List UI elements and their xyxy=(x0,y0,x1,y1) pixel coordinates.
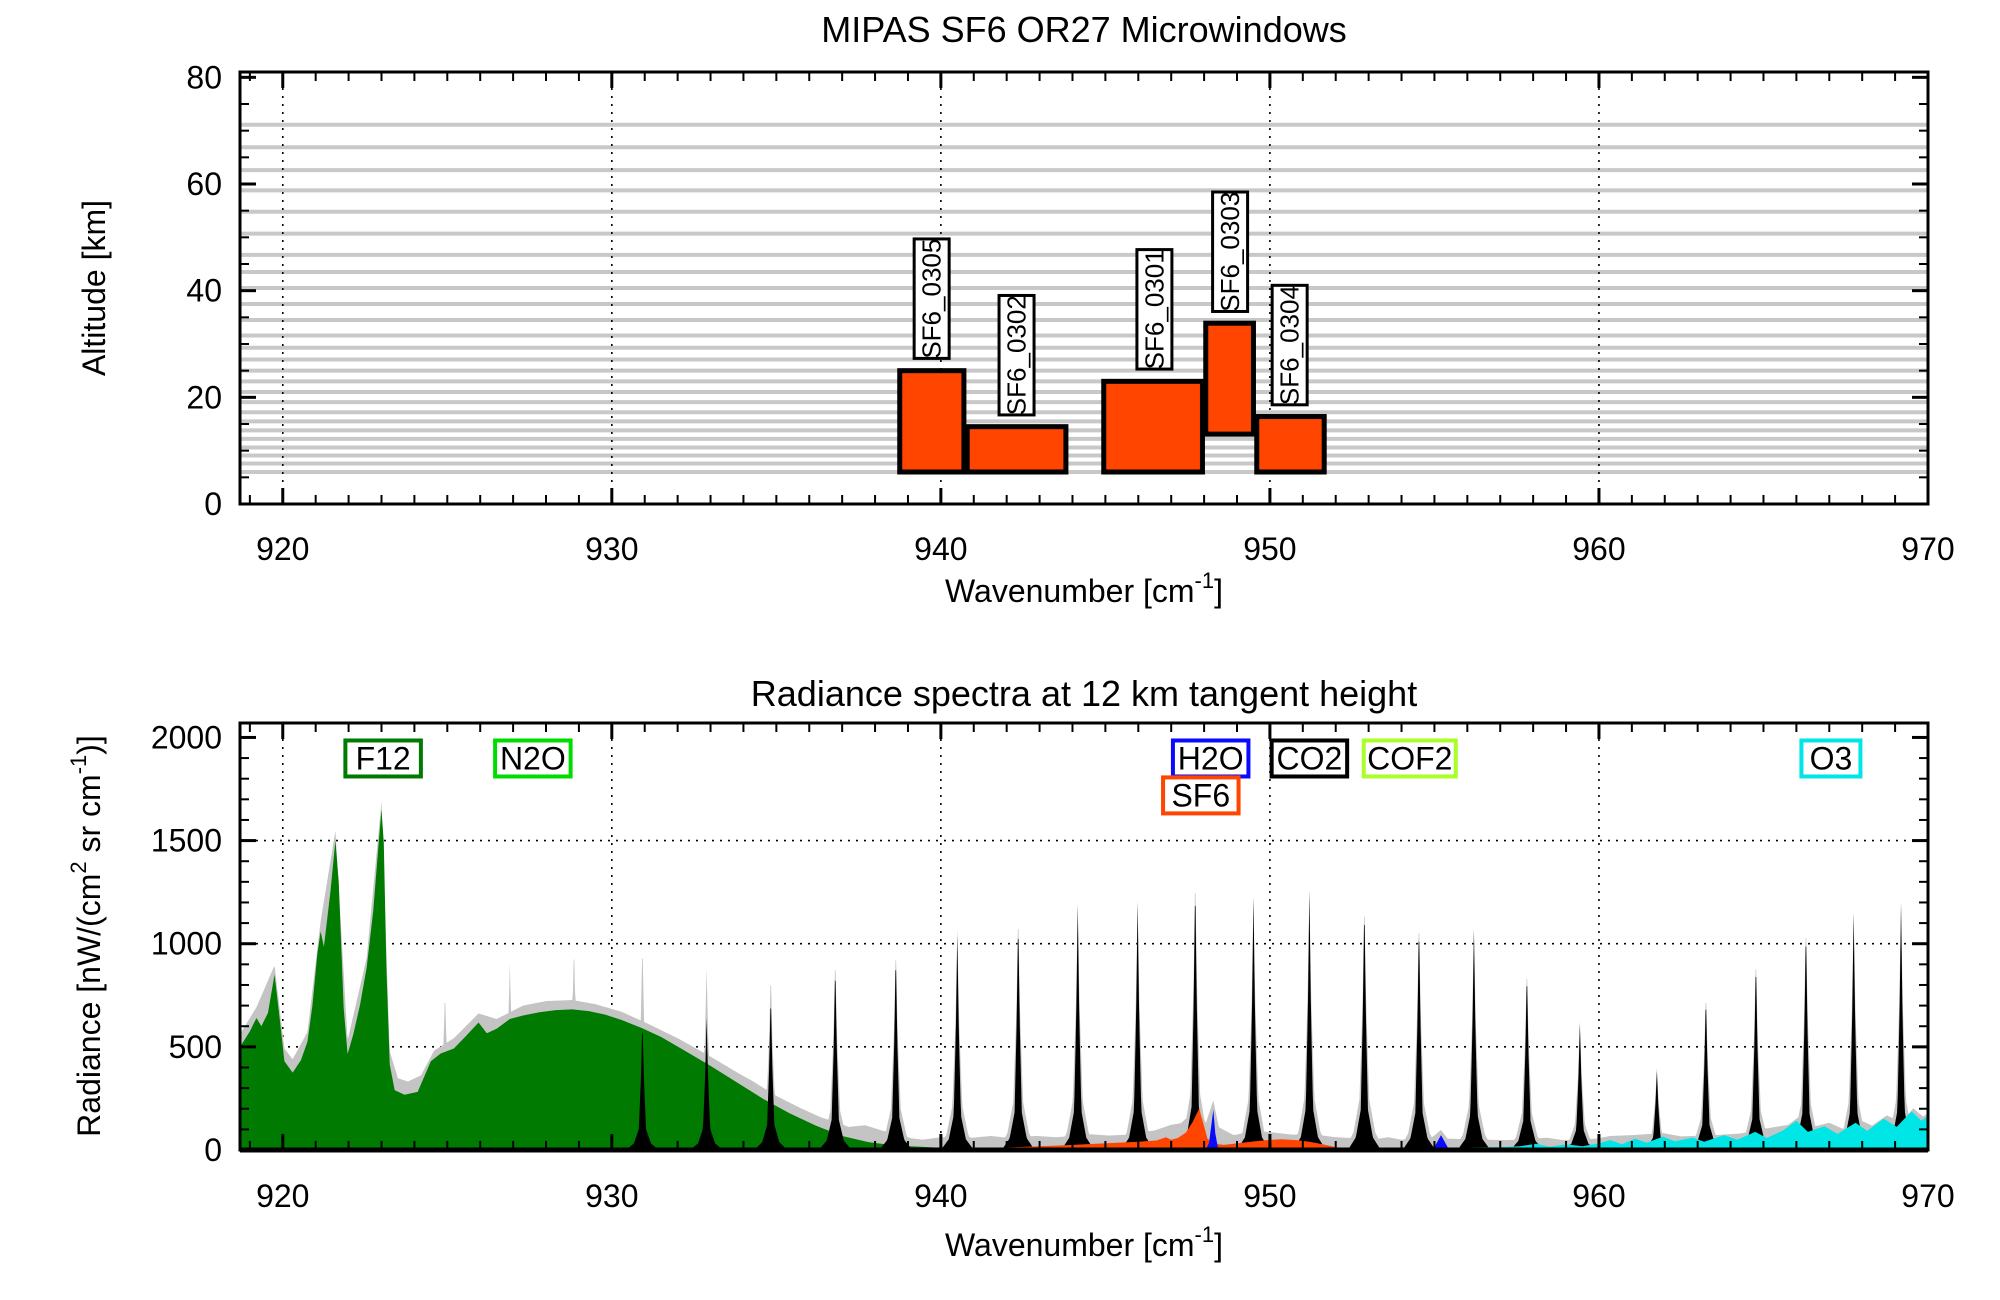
x-tick-label-970: 970 xyxy=(1901,1178,1954,1214)
legend-box-O3 xyxy=(1799,738,1863,779)
microwindow-label-SF6_0304: SF6_0304 xyxy=(1275,285,1305,405)
legend-label-SF6: SF6 xyxy=(1171,777,1230,813)
y-tick-label-40: 40 xyxy=(186,273,222,309)
microwindow-box-SF6_0304 xyxy=(1254,414,1327,475)
microwindow-label-box-SF6_0301 xyxy=(1135,248,1174,371)
top-plot-ylabel: Altitude [km] xyxy=(76,200,112,376)
y-tick-label-500: 500 xyxy=(169,1029,222,1065)
microwindow-label-SF6_0305: SF6_0305 xyxy=(917,239,947,359)
legend-box-CO2 xyxy=(1269,738,1350,779)
y-tick-label-2000: 2000 xyxy=(151,719,222,755)
microwindow-box-SF6_0301 xyxy=(1101,378,1205,475)
y-tick-label-0: 0 xyxy=(204,1132,222,1168)
microwindow-box-SF6_0305 xyxy=(897,368,967,475)
y-tick-label-0: 0 xyxy=(204,486,222,522)
microwindow-label-box-SF6_0303 xyxy=(1211,190,1250,313)
x-tick-label-950: 950 xyxy=(1243,1178,1296,1214)
top-plot: SF6_0305 SF6_0302 SF6_0301 SF6_0303 SF6_0304… xyxy=(186,59,1954,609)
legend-label-N2O: N2O xyxy=(500,740,566,776)
legend-label-H2O: H2O xyxy=(1178,740,1244,776)
x-tick-label-930: 930 xyxy=(585,531,638,567)
x-tick-label-970: 970 xyxy=(1901,531,1954,567)
microwindow-label-SF6_0302: SF6_0302 xyxy=(1002,295,1032,415)
microwindow-box-SF6_0303 xyxy=(1203,320,1256,437)
microwindow-label-SF6_0303: SF6_0303 xyxy=(1215,192,1245,312)
x-tick-label-960: 960 xyxy=(1572,1178,1625,1214)
bottom-plot-ylabel: Radiance [nW/(cm2​ sr cm-1​)] xyxy=(66,735,107,1137)
bottom-plot: 920 930 940 950 960 970 0 500 1000 1500 2000 Wavenu… xyxy=(66,719,1955,1263)
plot-frame xyxy=(238,70,1930,506)
series-sf6-area xyxy=(968,1108,1363,1150)
microwindow-label-box-SF6_0304 xyxy=(1270,283,1309,407)
legend-box-COF2 xyxy=(1361,738,1458,779)
y-tick-label-60: 60 xyxy=(186,166,222,202)
x-tick-label-920: 920 xyxy=(256,1178,309,1214)
bottom-plot-xlabel: Wavenumber [cm-1​] xyxy=(945,1222,1223,1263)
legend-label-O3: O3 xyxy=(1810,740,1853,776)
microwindow-label-box-SF6_0302 xyxy=(997,293,1036,417)
y-tick-label-20: 20 xyxy=(186,379,222,415)
y-tick-label-80: 80 xyxy=(186,59,222,95)
series-co2-area xyxy=(240,891,1928,1150)
plot-frame xyxy=(238,721,1930,1152)
series-o3-area xyxy=(1200,1111,1928,1150)
x-tick-label-940: 940 xyxy=(914,1178,967,1214)
x-tick-label-950: 950 xyxy=(1243,531,1296,567)
series-f12-area xyxy=(240,809,971,1150)
legend-box-SF6 xyxy=(1161,775,1241,816)
x-tick-label-920: 920 xyxy=(256,531,309,567)
y-tick-label-1000: 1000 xyxy=(151,926,222,962)
legend-label-F12: F12 xyxy=(356,740,411,776)
legend-label-CO2: CO2 xyxy=(1276,740,1342,776)
microwindow-label-box-SF6_0305 xyxy=(912,237,951,360)
legend-label-COF2: COF2 xyxy=(1367,740,1452,776)
microwindow-box-SF6_0302 xyxy=(964,424,1069,475)
top-plot-xlabel: Wavenumber [cm-1​] xyxy=(945,568,1223,609)
x-tick-label-930: 930 xyxy=(585,1178,638,1214)
legend-box-F12 xyxy=(343,738,423,779)
top-plot-title: MIPAS SF6 OR27 Microwindows xyxy=(821,9,1346,50)
x-tick-label-940: 940 xyxy=(914,531,967,567)
microwindow-label-SF6_0301: SF6_0301 xyxy=(1139,249,1169,369)
legend-box-N2O xyxy=(493,738,573,779)
x-tick-label-960: 960 xyxy=(1572,531,1625,567)
y-tick-label-1500: 1500 xyxy=(151,823,222,859)
bottom-plot-title: Radiance spectra at 12 km tangent height xyxy=(751,673,1417,714)
